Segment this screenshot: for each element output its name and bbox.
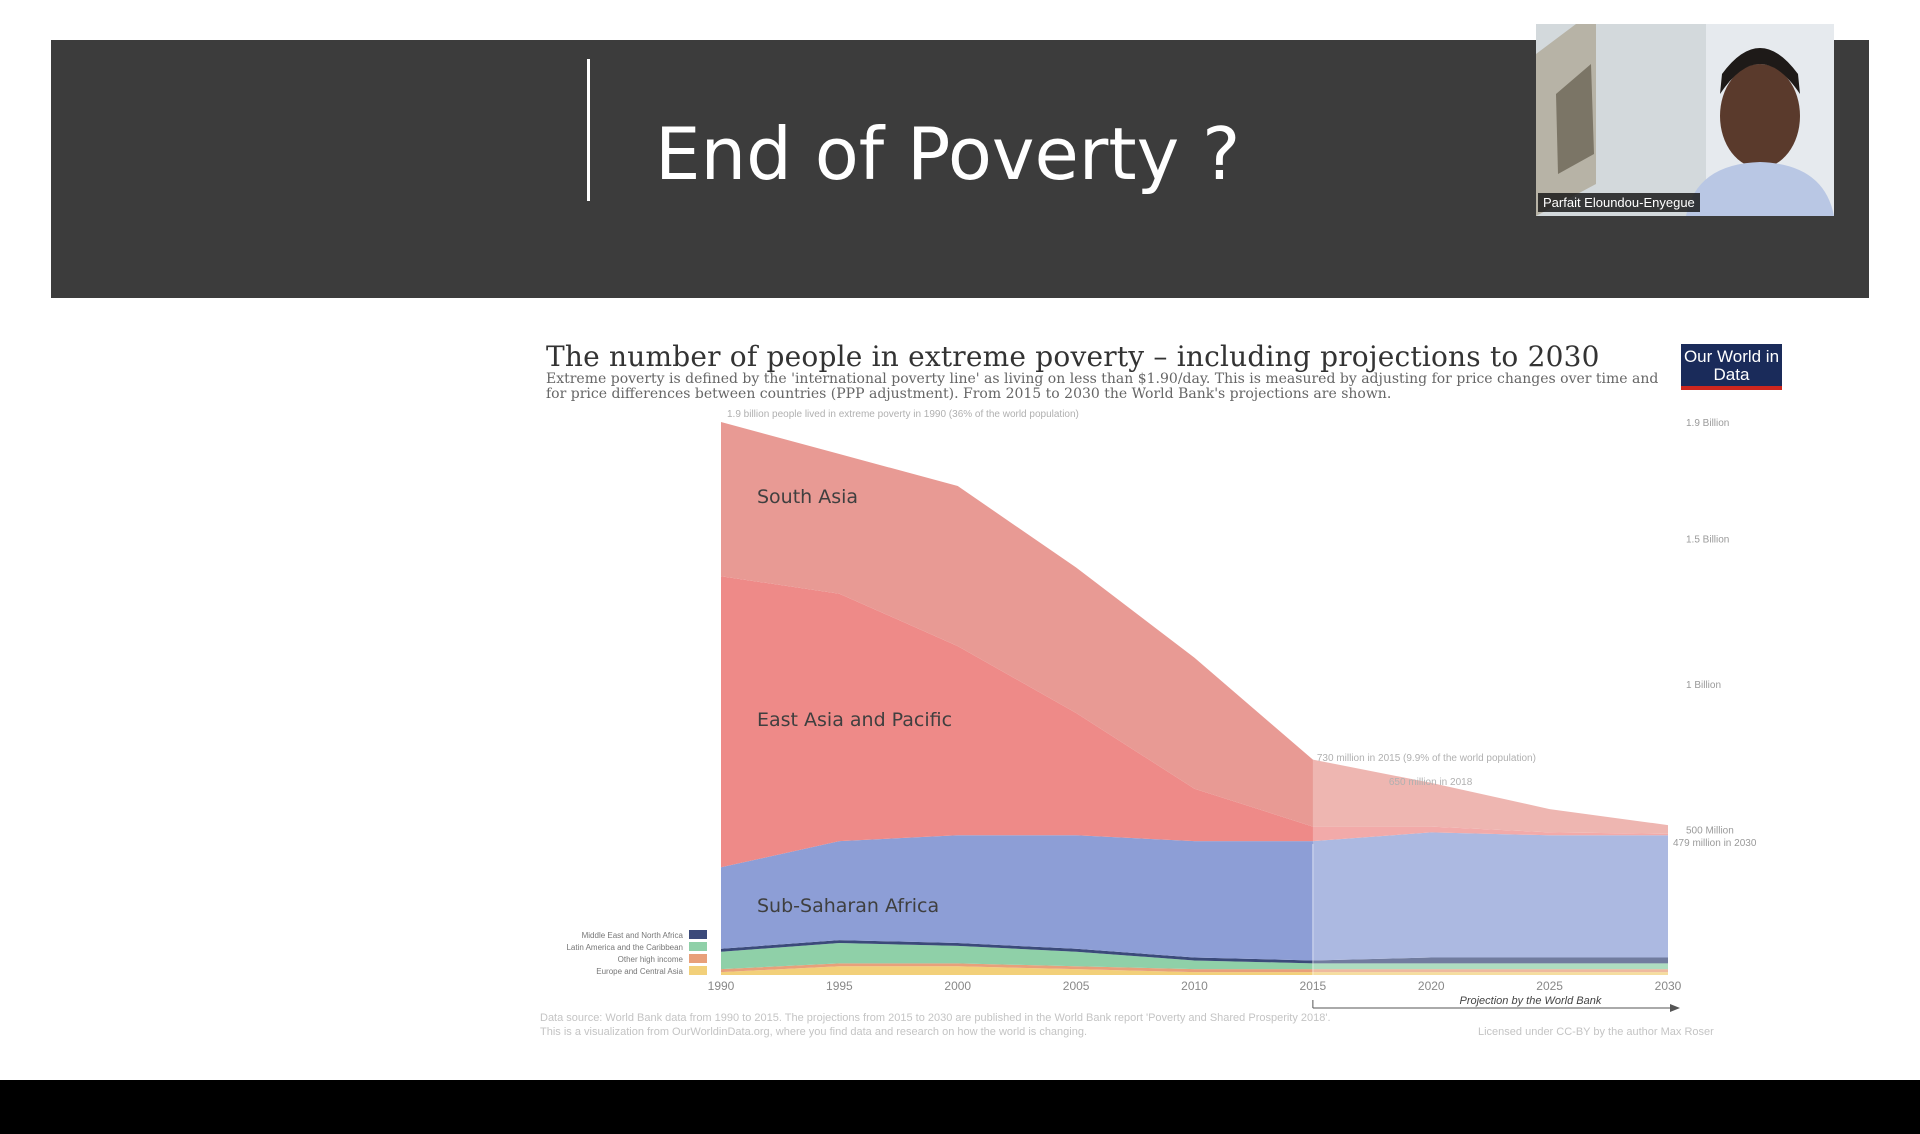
area-other-high-income xyxy=(721,963,1668,973)
x-tick-label: 2015 xyxy=(1300,979,1327,993)
chart-license-note: Licensed under CC-BY by the author Max R… xyxy=(1478,1026,1714,1038)
participant-video-icon xyxy=(1536,24,1834,216)
annotation-2015: 730 million in 2015 (9.9% of the world p… xyxy=(1317,753,1536,764)
legend-swatch-other-high-income xyxy=(689,954,707,963)
x-tick-label: 2020 xyxy=(1418,979,1445,993)
y-tick-label: 1.9 Billion xyxy=(1686,418,1729,429)
area-south-asia xyxy=(721,422,1668,834)
projection-arrow-head xyxy=(1670,1004,1680,1012)
y-tick-label: 500 Million xyxy=(1686,825,1734,836)
area-east-asia-and-pacific xyxy=(721,576,1668,868)
x-tick-label: 2030 xyxy=(1655,979,1682,993)
participant-video-tile[interactable]: Parfait Eloundou-Enyegue xyxy=(1536,24,1834,216)
legend-label-other-high-income: Other high income xyxy=(618,955,684,964)
area-label-sub-saharan-africa: Sub-Saharan Africa xyxy=(757,895,939,917)
area-europe-and-central-asia xyxy=(721,966,1668,975)
header-divider xyxy=(587,59,590,201)
chart-title: The number of people in extreme poverty … xyxy=(546,340,1600,373)
legend-label-europe-and-central-asia: Europe and Central Asia xyxy=(596,967,683,976)
x-tick-label: 2005 xyxy=(1063,979,1090,993)
legend-swatch-middle-east-and-north-africa xyxy=(689,930,707,939)
projection-label: Projection by the World Bank xyxy=(1460,995,1602,1007)
poverty-area-chart: 1990 1995 2000 2005 2010 2015 2020 2025 2030 1.9 … xyxy=(566,409,1757,1012)
x-tick-label: 1990 xyxy=(708,979,735,993)
legend-swatch-europe-and-central-asia xyxy=(689,966,707,975)
x-tick-label: 2000 xyxy=(944,979,971,993)
legend-swatch-latin-america-and-the-caribbean xyxy=(689,942,707,951)
y-tick-label: 1.5 Billion xyxy=(1686,534,1729,545)
y-tick-label: 1 Billion xyxy=(1686,680,1721,691)
participant-name-label: Parfait Eloundou-Enyegue xyxy=(1538,193,1700,212)
area-sub-saharan-africa xyxy=(721,832,1668,961)
x-tick-label: 1995 xyxy=(826,979,853,993)
owid-logo: Our World in Data xyxy=(1681,344,1782,390)
annotation-2030: 479 million in 2030 xyxy=(1673,838,1757,849)
annotation-1990: 1.9 billion people lived in extreme pove… xyxy=(727,409,1079,420)
annotation-2018: 650 million in 2018 xyxy=(1389,777,1473,788)
bottom-bar xyxy=(0,1080,1920,1134)
legend-label-latin-america-and-the-caribbean: Latin America and the Caribbean xyxy=(566,943,683,952)
chart-subtitle: Extreme poverty is defined by the 'inter… xyxy=(546,371,1659,402)
area-latin-america-and-the-caribbean xyxy=(721,942,1668,970)
x-tick-label: 2025 xyxy=(1536,979,1563,993)
area-label-east-asia-and-pacific: East Asia and Pacific xyxy=(757,709,952,731)
projection-overlay xyxy=(1312,422,1668,975)
slide-title: End of Poverty ? xyxy=(655,112,1241,196)
chart-visualization-note: This is a visualization from OurWorldinD… xyxy=(540,1026,1088,1038)
area-label-south-asia: South Asia xyxy=(757,486,858,508)
x-tick-label: 2010 xyxy=(1181,979,1208,993)
legend-label-middle-east-and-north-africa: Middle East and North Africa xyxy=(582,931,684,940)
chart-source-note: Data source: World Bank data from 1990 t… xyxy=(540,1012,1331,1024)
